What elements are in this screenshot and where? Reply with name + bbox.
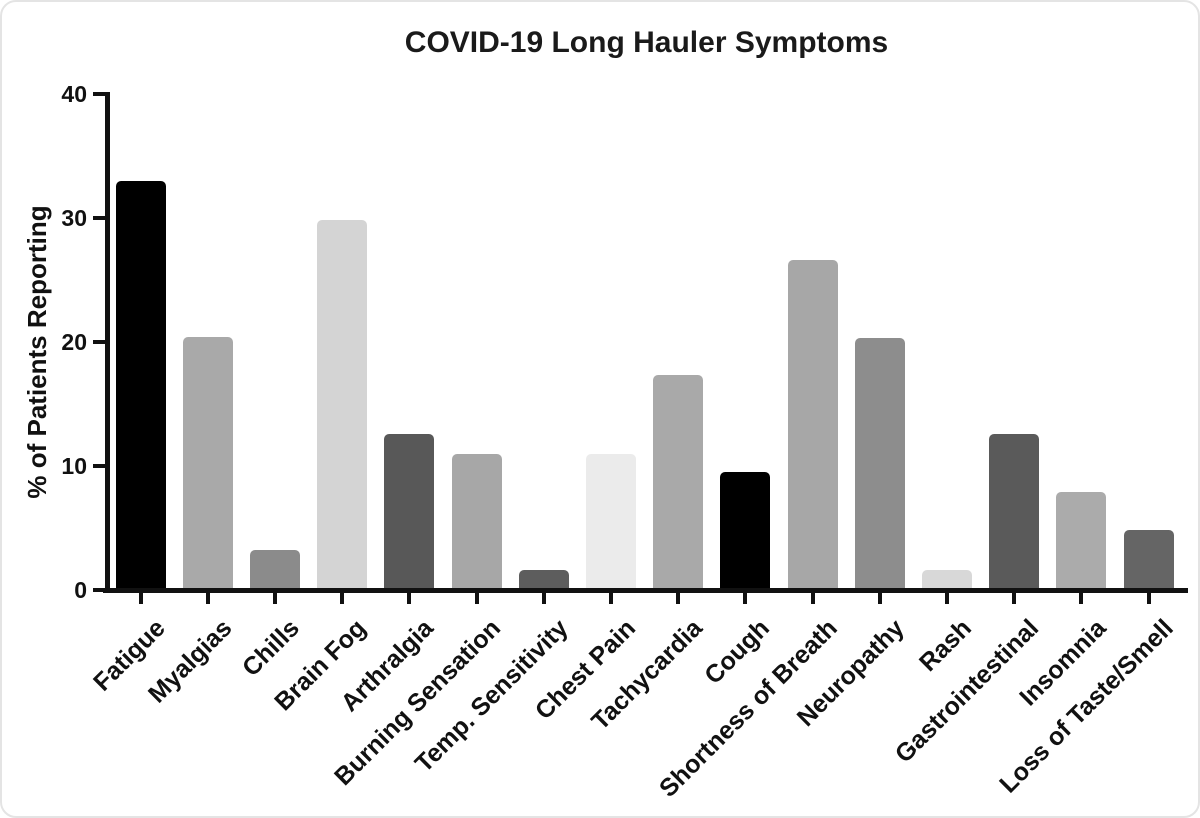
- bar-myalgias: [182, 337, 233, 591]
- y-tick-label: 30: [61, 205, 87, 231]
- x-tick: [810, 593, 815, 604]
- bar-insomnia: [1056, 492, 1107, 591]
- y-tick-label: 40: [61, 81, 87, 107]
- bar-tachycardia: [653, 375, 704, 591]
- bar-chills: [249, 550, 300, 591]
- bar-rash: [921, 570, 972, 591]
- bar-neuropathy: [854, 338, 905, 591]
- x-tick: [205, 593, 210, 604]
- y-tick: [93, 216, 105, 220]
- x-tick: [608, 593, 613, 604]
- x-tick: [407, 593, 412, 604]
- bar-chest-pain: [585, 453, 636, 591]
- bar-cough: [720, 472, 771, 591]
- x-tick: [1012, 593, 1017, 604]
- x-tick-label: Rash: [913, 614, 977, 678]
- chart-title: COVID-19 Long Hauler Symptoms: [404, 26, 889, 59]
- y-tick: [93, 340, 105, 344]
- x-tick: [340, 593, 345, 604]
- x-tick: [138, 593, 143, 604]
- x-axis-line: [103, 588, 1188, 593]
- x-tick: [676, 593, 681, 604]
- x-tick: [1146, 593, 1151, 604]
- bar-gastrointestinal: [989, 433, 1040, 591]
- x-tick: [474, 593, 479, 604]
- y-tick-label: 0: [74, 577, 87, 603]
- bar-brain-fog: [317, 220, 368, 591]
- bar-arthralgia: [384, 433, 435, 591]
- bar-fatigue: [115, 180, 166, 591]
- y-tick-label: 20: [61, 329, 87, 355]
- y-tick: [93, 464, 105, 468]
- bar-loss-of-taste-smell: [1123, 530, 1174, 591]
- x-tick: [272, 593, 277, 604]
- y-tick: [93, 588, 105, 592]
- y-tick: [93, 92, 105, 96]
- y-tick-label: 10: [61, 453, 87, 479]
- x-tick: [541, 593, 546, 604]
- bar-burning-sensation: [451, 453, 502, 591]
- bar-temp-sensitivity: [518, 570, 569, 591]
- y-axis-line: [105, 92, 110, 593]
- x-tick: [944, 593, 949, 604]
- x-tick: [1079, 593, 1084, 604]
- x-tick: [743, 593, 748, 604]
- bar-shortness-of-breath: [787, 260, 838, 591]
- x-tick: [877, 593, 882, 604]
